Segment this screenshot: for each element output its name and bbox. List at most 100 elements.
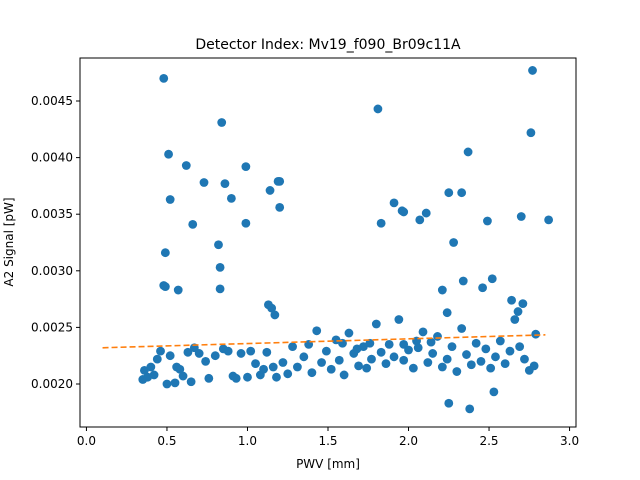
x-tick-label: 2.5 xyxy=(479,434,498,448)
data-point xyxy=(487,274,497,284)
data-point xyxy=(170,378,180,388)
chart-title: Detector Index: Mv19_f090_Br09c11A xyxy=(195,37,461,53)
y-tick-label: 0.0035 xyxy=(31,207,73,221)
data-point xyxy=(288,342,297,352)
data-point xyxy=(528,66,537,75)
data-point xyxy=(354,361,363,371)
data-point xyxy=(376,347,386,357)
data-point xyxy=(491,352,500,362)
x-tick-label: 1.0 xyxy=(238,434,257,448)
data-point xyxy=(500,359,510,369)
data-point xyxy=(199,178,209,187)
data-point xyxy=(317,358,326,367)
data-point xyxy=(421,208,431,218)
data-point xyxy=(428,349,438,358)
data-point xyxy=(214,240,223,250)
data-point xyxy=(466,360,476,370)
data-point xyxy=(415,215,425,225)
data-point xyxy=(275,176,285,186)
data-point xyxy=(186,377,196,387)
data-point xyxy=(241,162,251,172)
data-point xyxy=(160,282,170,292)
data-point xyxy=(373,104,383,114)
data-point xyxy=(476,356,486,366)
data-point xyxy=(215,263,225,272)
data-point xyxy=(226,193,236,203)
data-point xyxy=(307,368,317,378)
data-point xyxy=(312,326,322,336)
data-point xyxy=(437,285,447,295)
x-tick-label: 0.0 xyxy=(77,434,96,448)
data-point xyxy=(204,373,214,383)
data-point xyxy=(140,366,149,375)
data-point xyxy=(220,179,230,189)
data-point xyxy=(215,284,225,294)
data-point xyxy=(510,315,520,324)
data-point xyxy=(152,354,162,364)
data-point xyxy=(365,338,375,348)
data-point xyxy=(518,299,528,309)
data-point xyxy=(465,404,475,414)
data-point xyxy=(394,315,404,324)
fit-line xyxy=(102,334,546,349)
data-point xyxy=(376,218,386,228)
data-point xyxy=(507,295,516,305)
y-tick-label: 0.0020 xyxy=(31,377,73,391)
data-point xyxy=(299,352,309,362)
data-point xyxy=(426,337,436,347)
data-point xyxy=(217,118,227,127)
data-point xyxy=(344,328,354,338)
data-point xyxy=(352,344,362,354)
data-point xyxy=(246,346,256,356)
data-point xyxy=(236,349,246,358)
data-point xyxy=(531,329,541,339)
data-point xyxy=(259,364,268,374)
data-point xyxy=(462,350,471,359)
data-point xyxy=(457,324,467,333)
y-axis: 0.0020 0.0025 0.0030 0.0035 0.0040 0.0045 xyxy=(31,94,80,391)
data-point xyxy=(210,351,220,361)
data-point xyxy=(408,363,418,373)
data-point xyxy=(423,358,433,367)
data-point xyxy=(334,355,344,365)
x-axis-label: PWV [mm] xyxy=(296,457,360,471)
data-point xyxy=(241,218,251,228)
data-point xyxy=(489,387,499,397)
data-point xyxy=(201,356,211,366)
data-point xyxy=(160,248,170,258)
data-point xyxy=(513,307,523,316)
data-point xyxy=(463,147,473,157)
data-point xyxy=(442,308,452,318)
data-point xyxy=(515,342,525,352)
data-point xyxy=(251,359,260,369)
data-point xyxy=(173,285,183,295)
x-tick-label: 1.5 xyxy=(318,434,337,448)
plot-area xyxy=(138,66,554,414)
data-point xyxy=(399,355,409,365)
data-point xyxy=(371,319,381,329)
data-point xyxy=(326,364,336,374)
data-point xyxy=(481,344,491,354)
x-axis: 0.0 0.5 1.0 1.5 2.0 2.5 3.0 xyxy=(77,427,579,448)
data-point xyxy=(447,342,457,352)
data-point xyxy=(437,362,447,372)
data-point xyxy=(389,352,399,362)
data-point xyxy=(149,370,159,380)
data-point xyxy=(165,351,175,361)
data-point xyxy=(458,276,468,286)
data-point xyxy=(178,371,188,381)
data-point xyxy=(293,362,302,372)
data-point xyxy=(262,347,272,357)
data-point xyxy=(194,349,204,358)
data-point xyxy=(486,363,496,373)
y-tick-label: 0.0045 xyxy=(31,94,73,108)
data-point xyxy=(529,361,539,371)
data-point xyxy=(267,303,277,313)
data-point xyxy=(444,398,454,408)
data-point xyxy=(265,186,275,195)
data-point xyxy=(362,363,372,373)
y-tick-label: 0.0025 xyxy=(31,320,73,334)
data-point xyxy=(478,283,487,293)
data-point xyxy=(495,336,505,346)
